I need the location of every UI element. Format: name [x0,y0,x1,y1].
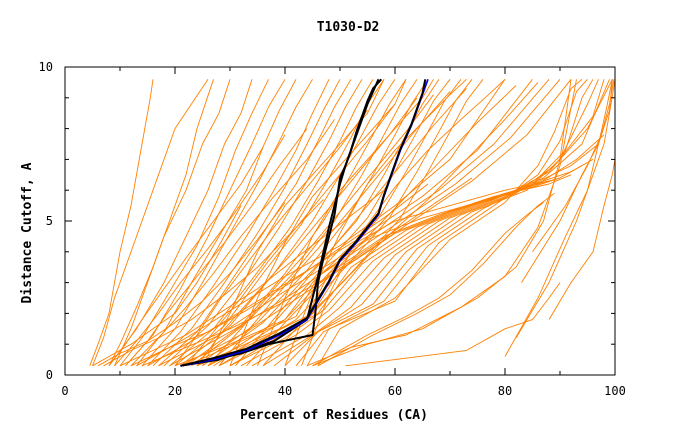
series-line-72 [218,91,451,367]
series-line-28 [180,79,572,367]
series-line-45 [312,202,544,367]
series-line-66 [125,128,308,367]
series-line-49 [257,79,434,366]
series-line-44 [306,79,577,367]
series-line-4 [108,79,253,367]
series-line-23 [229,79,484,367]
series-line-13 [169,79,374,367]
plot-area [89,78,616,367]
series-line-67 [136,119,335,367]
x-axis: 0 20 40 60 80 100 [61,67,626,398]
series-line-10 [152,79,341,367]
series-line-35 [240,134,605,367]
x-tick-label: 40 [278,384,292,398]
y-axis: 0 5 10 [39,60,615,382]
series-line-48 [229,79,407,366]
series-line-22 [218,79,473,367]
series-line-53 [548,159,616,320]
series-line-19 [202,79,440,367]
series-line-24 [136,79,506,367]
x-tick-label: 20 [168,384,182,398]
y-tick-label: 5 [46,214,53,228]
x-axis-label: Percent of Residues (CA) [240,408,428,423]
series-line-69 [185,103,396,367]
series-line-73 [235,88,467,367]
series-line-31 [196,174,572,367]
series-line-52 [345,282,561,367]
series-line-60 [103,199,324,367]
series-line-74 [246,85,517,367]
series-line-70 [196,97,418,367]
series-line-79 [180,79,427,367]
series-line-8 [141,79,313,367]
series-line-40 [295,79,594,367]
series-line-32 [207,165,583,367]
series-line-26 [158,79,550,367]
series-line-37 [262,79,613,367]
series-line-55 [504,79,613,357]
series-line-39 [284,79,599,367]
series-line-38 [273,79,605,367]
y-axis-label: Distance Cutoff, A [20,162,35,303]
x-tick-label: 0 [61,384,68,398]
series-line-42 [317,78,583,367]
series-line-46 [317,192,555,367]
series-line-29 [174,180,550,367]
series-line-64 [108,146,264,367]
series-line-62 [130,183,429,367]
x-tick-label: 80 [498,384,512,398]
series-line-59 [97,202,286,367]
series-line-3 [114,79,231,366]
series-line-1 [92,79,209,366]
series-line-63 [141,177,473,367]
series-line-17 [191,79,418,367]
series-line-77 [180,78,383,367]
series-line-65 [114,134,286,367]
series-line-54 [515,79,616,339]
series-line-7 [130,79,297,367]
series-line-27 [169,79,561,367]
x-tick-label: 100 [604,384,626,398]
series-line-21 [213,79,462,367]
series-line-58 [92,205,242,367]
series-line-0 [89,79,154,366]
series-line-36 [251,79,610,367]
chart-title: T1030-D2 [317,20,380,35]
series-line-15 [180,79,396,367]
y-tick-label: 10 [39,60,53,74]
y-tick-label: 0 [46,368,53,382]
series-line-71 [207,94,434,367]
series-line-76 [180,78,380,367]
series-line-51 [301,78,506,366]
x-tick-label: 60 [388,384,402,398]
series-line-5 [119,79,269,367]
series-line-57 [532,79,615,253]
series-line-68 [174,109,368,367]
series-line-20 [207,79,451,367]
